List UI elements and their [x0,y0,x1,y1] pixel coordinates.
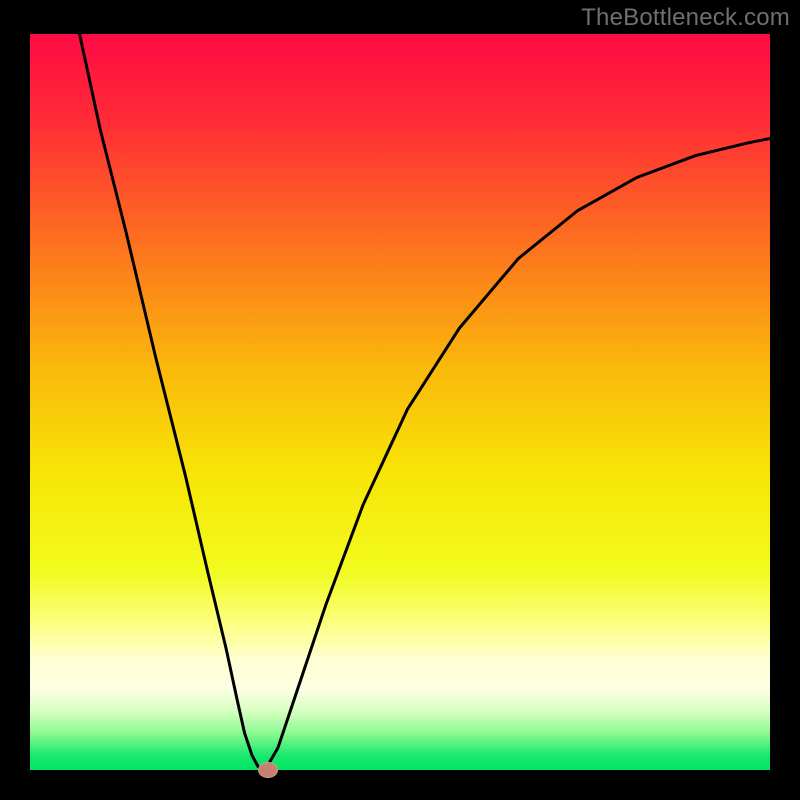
bottleneck-curve [80,34,770,770]
curve-layer [30,34,770,770]
watermark-text: TheBottleneck.com [581,4,790,32]
optimal-point-marker [258,762,278,778]
plot-area [30,34,770,770]
chart-canvas: TheBottleneck.com [0,0,800,800]
